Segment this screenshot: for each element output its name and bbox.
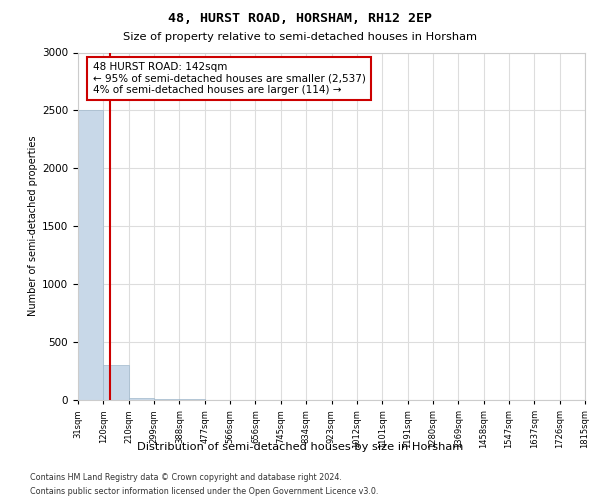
Y-axis label: Number of semi-detached properties: Number of semi-detached properties [28,136,38,316]
Bar [103,365,128,400]
Text: Contains public sector information licensed under the Open Government Licence v3: Contains public sector information licen… [30,488,379,496]
Text: 48, HURST ROAD, HORSHAM, RH12 2EP: 48, HURST ROAD, HORSHAM, RH12 2EP [168,12,432,26]
Text: 48 HURST ROAD: 142sqm
← 95% of semi-detached houses are smaller (2,537)
4% of se: 48 HURST ROAD: 142sqm ← 95% of semi-deta… [93,62,365,95]
Bar [154,399,179,400]
Bar [78,110,103,400]
Text: Size of property relative to semi-detached houses in Horsham: Size of property relative to semi-detach… [123,32,477,42]
Bar [128,398,154,400]
Text: Contains HM Land Registry data © Crown copyright and database right 2024.: Contains HM Land Registry data © Crown c… [30,472,342,482]
Text: Distribution of semi-detached houses by size in Horsham: Distribution of semi-detached houses by … [137,442,463,452]
